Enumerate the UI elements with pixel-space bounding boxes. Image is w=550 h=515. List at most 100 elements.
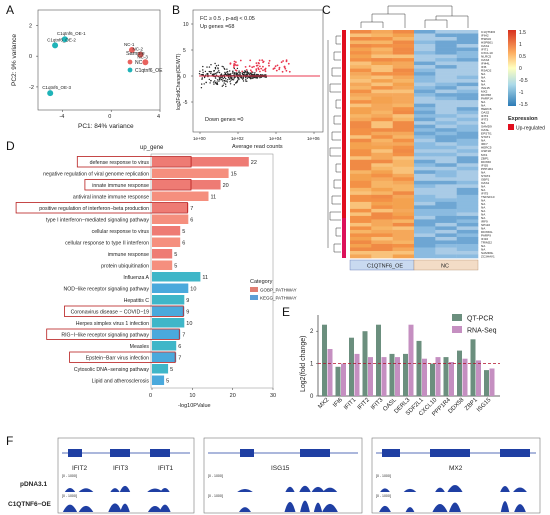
qpcr-bar	[435, 357, 441, 396]
enrichment-legend-gobp-swatch	[250, 287, 258, 292]
heatmap-cell	[456, 93, 479, 97]
heatmap-cell	[371, 254, 393, 259]
track-range-labels: [0 - 1000] [0 - 1000] [0 - 1000] [0 - 1000]…	[62, 474, 391, 498]
ma-point	[233, 84, 235, 86]
heatmap-cell	[435, 243, 457, 248]
heatmap-cell	[392, 51, 415, 55]
ma-up-point	[255, 62, 258, 64]
heatmap-cell	[371, 30, 393, 34]
coverage-peak	[379, 505, 391, 512]
track-range-label: [0 - 1000]	[62, 494, 77, 498]
ma-point	[221, 65, 223, 68]
qpcr-bar	[327, 349, 333, 396]
heatmap-cell	[414, 226, 436, 231]
panel-a: A NC-1NC-2NC-3C1qtnf6_OE-1C1qtnf6_OE-2C1…	[6, 3, 163, 130]
ma-point	[235, 74, 237, 76]
ma-point	[215, 82, 217, 85]
ma-point	[214, 77, 217, 79]
qpcr-bar	[489, 368, 495, 396]
enrichment-x-tick-label: 20	[230, 393, 236, 399]
coverage-peak	[432, 504, 448, 512]
heatmap-cell	[414, 100, 436, 104]
ma-point	[232, 72, 234, 74]
heatmap-cell	[414, 86, 436, 90]
heatmap-cell	[456, 191, 479, 196]
ma-up-point	[245, 69, 248, 71]
heatmap-cell	[392, 128, 415, 133]
heatmap-cell	[414, 65, 436, 69]
gene-label-ifit3: IFIT3	[113, 465, 129, 472]
heatmap-cell	[414, 212, 436, 217]
heatmap-gene-label: NA	[481, 226, 486, 230]
ma-up-point	[261, 59, 264, 62]
qpcr-legend-qtpcr: QT-PCR	[467, 316, 493, 323]
heatmap-cell	[414, 254, 436, 259]
ma-point	[226, 81, 229, 83]
ma-point	[202, 73, 204, 76]
heatmap-cell	[456, 114, 479, 118]
enrichment-count-label: 5	[170, 367, 173, 373]
enrichment-count-label: 5	[182, 229, 185, 235]
heatmap-cell	[350, 229, 372, 234]
heatmap-cell	[392, 208, 415, 213]
heatmap-cell	[414, 40, 436, 45]
heatmap-cell	[435, 75, 457, 80]
coverage-peak	[108, 503, 122, 512]
enrichment-term-label: Coronavirus disease − COVID−19	[71, 310, 150, 316]
heatmap-gene-label: NA	[481, 76, 486, 80]
ma-point	[246, 70, 248, 73]
ma-point	[236, 79, 239, 82]
heatmap-cell	[392, 131, 415, 136]
heatmap-cell	[456, 208, 479, 213]
heatmap-cell	[371, 247, 393, 252]
heatmap-cell	[456, 184, 479, 189]
heatmap-cell	[456, 51, 479, 55]
heatmap-cell	[456, 79, 479, 83]
heatmap-colorbar-tick: 1.5	[519, 30, 526, 36]
heatmap-cell	[435, 145, 457, 150]
ma-point	[260, 74, 262, 76]
ma-up-point	[241, 70, 244, 73]
heatmap-cell	[392, 180, 415, 185]
heatmap-gene-label: NA	[481, 100, 486, 104]
heatmap-gene-label: NA	[481, 247, 486, 251]
ma-up-point	[262, 65, 264, 68]
qpcr-gene-label: ISG15	[476, 397, 493, 414]
ma-point	[230, 73, 232, 75]
heatmap-gene-label: NA	[481, 139, 486, 143]
heatmap-cell	[456, 250, 479, 255]
ma-point	[232, 79, 235, 81]
heatmap-gene-label: IFI6	[481, 65, 487, 69]
pca-x-tick-label: 4	[157, 114, 160, 120]
heatmap-cell	[350, 201, 372, 206]
ma-point	[229, 74, 232, 76]
heatmap-cell	[371, 198, 393, 203]
ma-up-point	[284, 67, 287, 70]
heatmap-cell	[350, 131, 372, 136]
heatmap-colorbar-tick: -0.5	[519, 78, 528, 84]
heatmap-cell	[414, 107, 436, 111]
pca-x-tick-label: -4	[59, 114, 64, 120]
coverage-peak	[403, 488, 417, 492]
heatmap-cell	[435, 40, 457, 45]
ma-y-label: log2FoldChange(OE/WT)	[176, 53, 182, 110]
enrichment-legend-gobp: GOBP_PATHWAY	[260, 288, 297, 293]
ma-up-point	[257, 68, 260, 71]
heatmap-cell	[371, 215, 393, 220]
heatmap-gene-label: PARP14	[481, 97, 493, 101]
heatmap-cell	[414, 82, 436, 87]
ma-up-point	[260, 67, 263, 70]
heatmap-cell	[435, 236, 457, 241]
heatmap-cell	[371, 124, 393, 129]
heatmap-cell	[350, 79, 372, 83]
heatmap-gene-label: NA	[481, 244, 486, 248]
heatmap-cell	[371, 229, 393, 234]
heatmap-cell	[392, 250, 415, 255]
ma-point	[210, 72, 212, 75]
heatmap-colorbar-tick: 0	[519, 66, 522, 72]
enrichment-bar	[152, 329, 181, 339]
heatmap-cell	[350, 117, 372, 122]
heatmap-cell	[456, 145, 479, 150]
heatmap-gene-label: IFI35	[481, 163, 488, 167]
ma-up-point	[229, 62, 232, 65]
